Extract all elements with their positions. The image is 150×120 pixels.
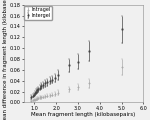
X-axis label: Mean fragment length (kilobasepairs): Mean fragment length (kilobasepairs) bbox=[31, 112, 136, 117]
Legend: Intragel, Intergel: Intragel, Intergel bbox=[24, 6, 52, 20]
Y-axis label: Mean difference in fragment length (kilobasepairs): Mean difference in fragment length (kilo… bbox=[3, 0, 8, 120]
